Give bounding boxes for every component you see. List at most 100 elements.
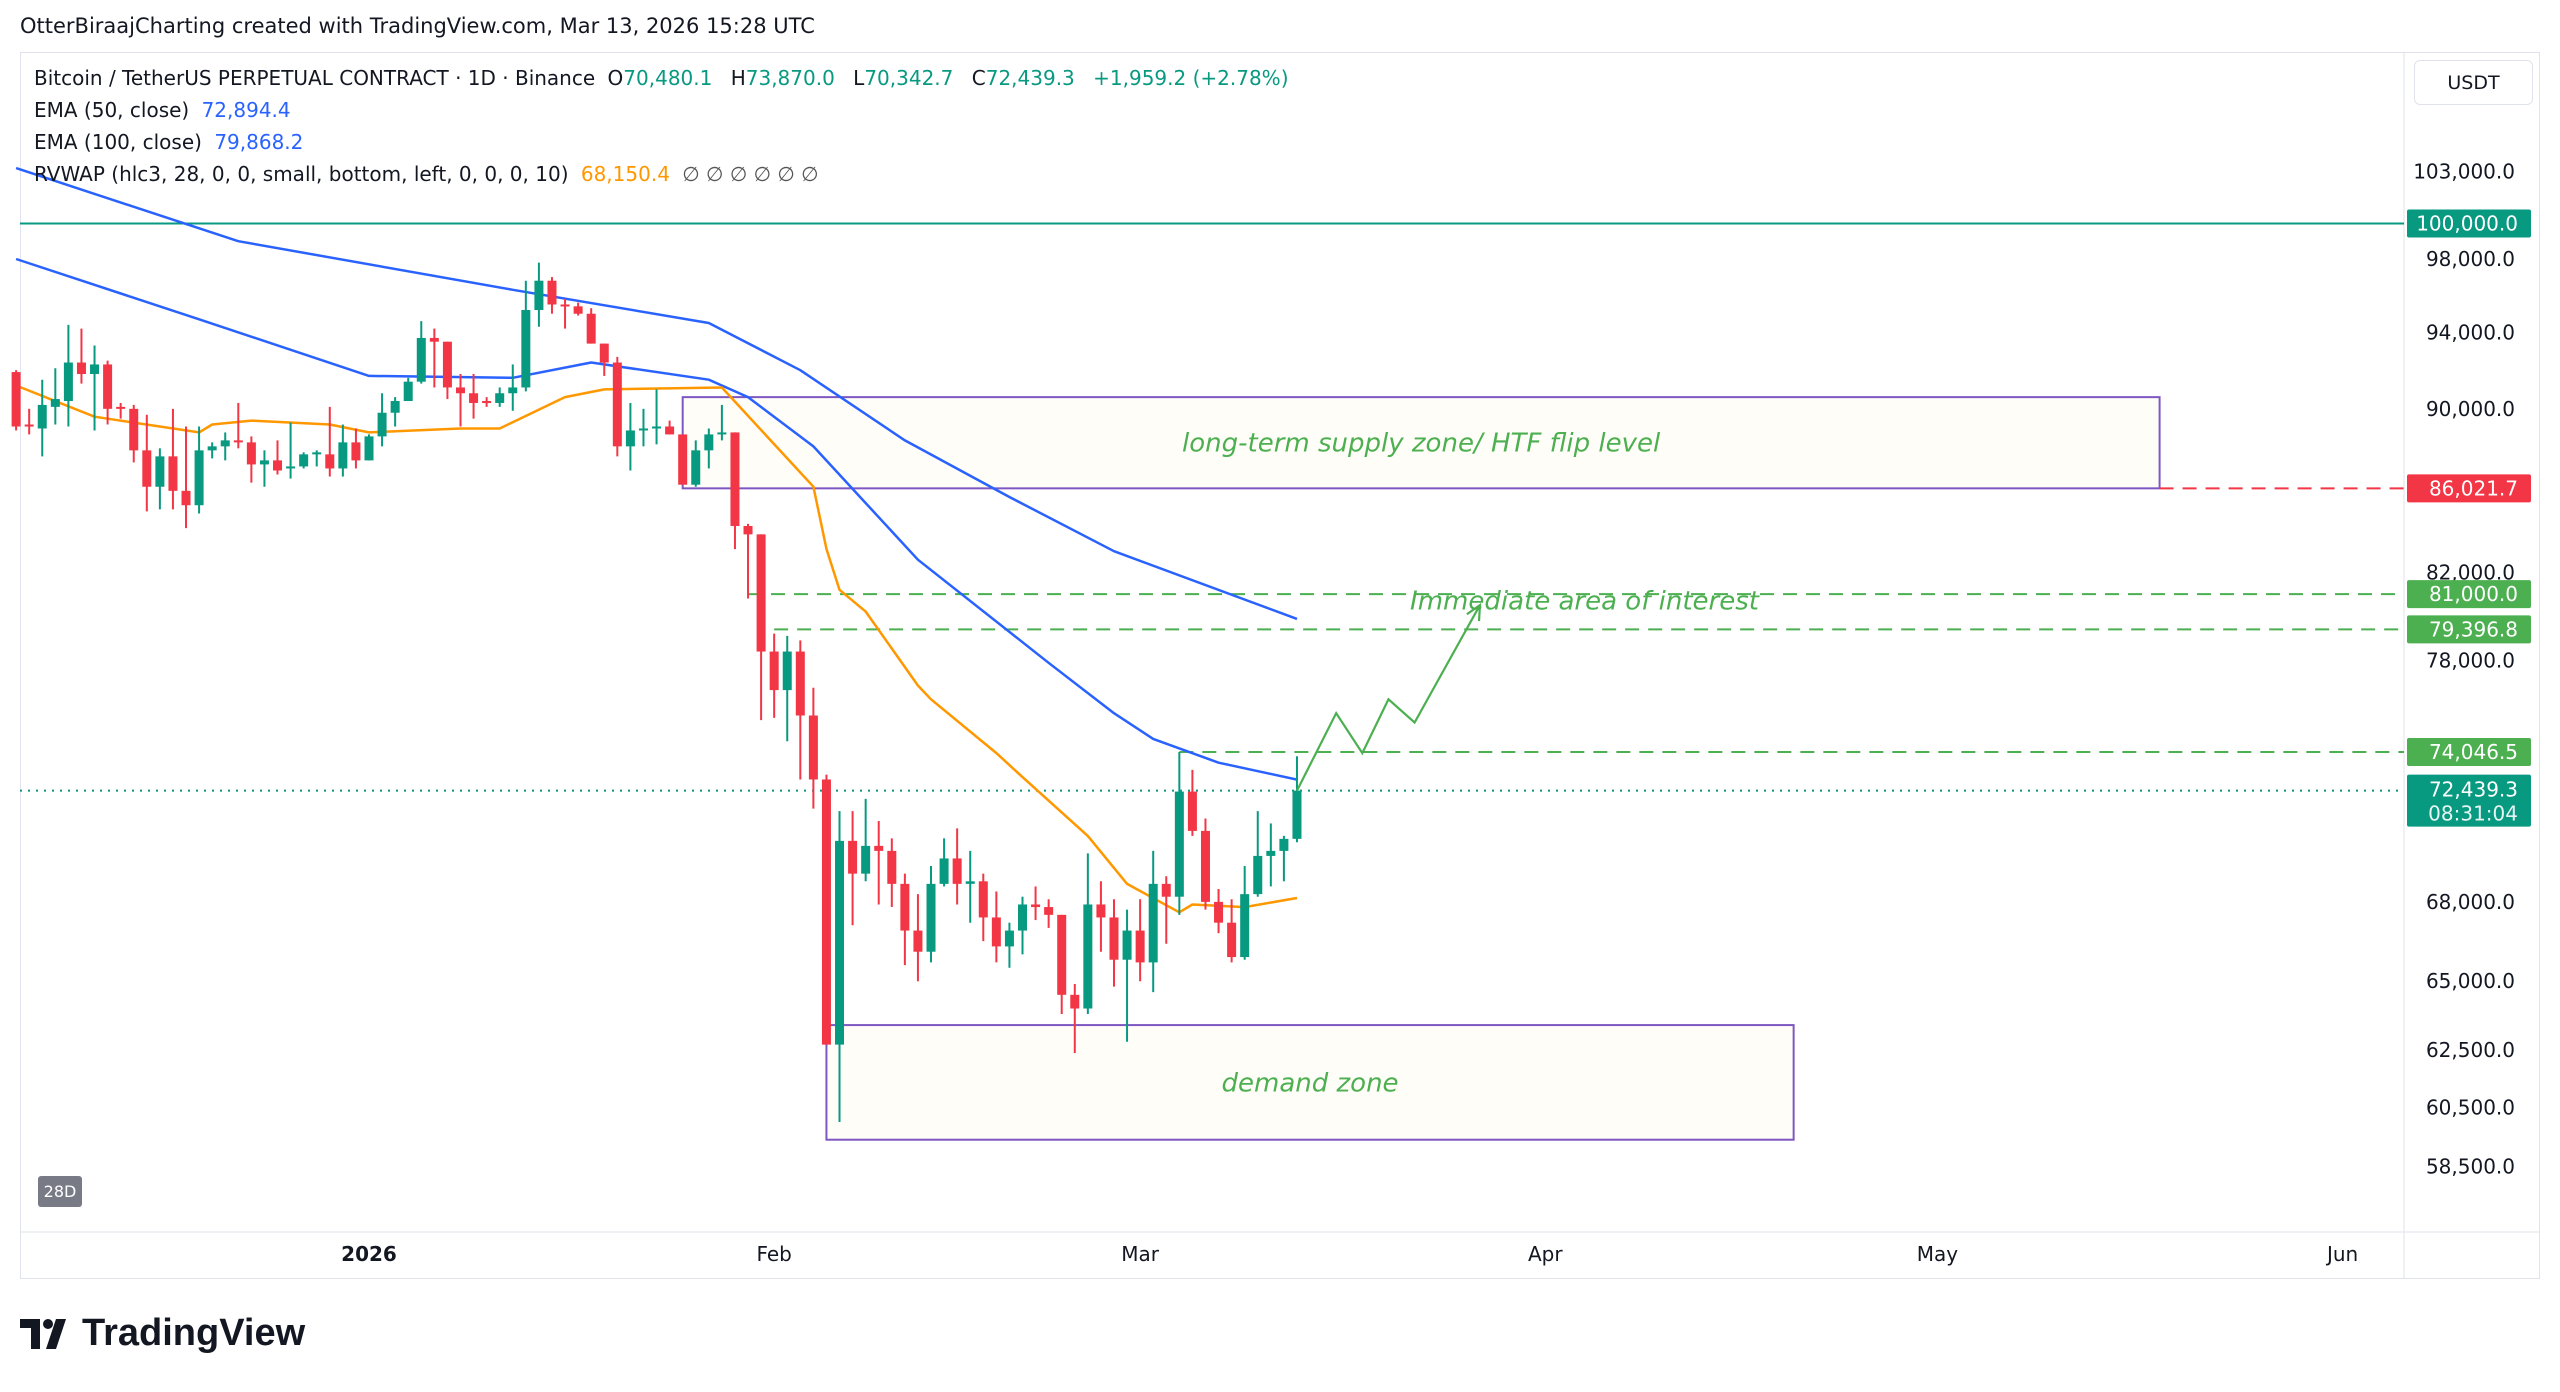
candle-down[interactable] [573,302,583,316]
candle-down[interactable] [1161,876,1171,944]
candle-down[interactable] [900,873,910,966]
candle-up[interactable] [259,450,269,487]
candle-up[interactable] [704,428,714,469]
candle-down[interactable] [665,420,675,435]
candle-down[interactable] [129,404,139,463]
candle-up[interactable] [652,389,662,445]
candle-up[interactable] [1122,909,1132,1042]
candle-down[interactable] [874,820,884,905]
candle-up[interactable] [390,397,400,427]
rvwap-line[interactable] [15,384,1298,914]
candle-down[interactable] [1109,899,1119,987]
candle-down[interactable] [1044,899,1054,928]
candle-up[interactable] [364,434,374,461]
candle-down[interactable] [273,440,283,475]
candle-up[interactable] [926,866,936,963]
candle-down[interactable] [442,341,452,400]
candle-up[interactable] [1018,896,1027,955]
candle-down[interactable] [246,436,256,483]
candle-up[interactable] [90,345,100,431]
projection-path[interactable] [1295,604,1481,792]
candle-down[interactable] [482,397,492,407]
candle-down[interactable] [1070,983,1080,1054]
candle-up[interactable] [416,321,426,384]
candle-up[interactable] [782,635,792,742]
candle-up[interactable] [534,262,544,327]
candle-down[interactable] [469,373,479,419]
candle-down[interactable] [1200,818,1210,910]
candle-up[interactable] [691,440,701,487]
candle-down[interactable] [1057,914,1067,1015]
tradingview-logo[interactable]: TradingView [20,1312,305,1355]
candle-down[interactable] [743,523,753,599]
candle-up[interactable] [312,450,322,467]
candle-down[interactable] [612,356,622,457]
candle-up[interactable] [495,387,505,407]
candle-up[interactable] [508,364,518,411]
candle-down[interactable] [848,811,858,926]
rvwap-legend[interactable]: RVWAP (hlc3, 28, 0, 0, small, bottom, le… [34,162,825,186]
candle-down[interactable] [756,534,766,721]
candle-down[interactable] [233,402,243,449]
candle-up[interactable] [835,811,845,1123]
candle-down[interactable] [599,343,609,376]
candle-up[interactable] [1004,922,1014,968]
candle-up[interactable] [207,442,217,459]
symbol-title[interactable]: Bitcoin / TetherUS PERPETUAL CONTRACT · … [34,66,596,90]
candle-down[interactable] [913,894,923,982]
candle-up[interactable] [220,432,230,461]
candle-down[interactable] [76,328,86,384]
candle-down[interactable] [887,838,897,908]
candle-down[interactable] [116,402,126,419]
candle-down[interactable] [678,434,688,485]
candle-down[interactable] [795,640,805,780]
candle-up[interactable] [625,402,635,471]
ema100-legend[interactable]: EMA (100, close) 79,868.2 [34,130,309,154]
candle-up[interactable] [1279,835,1289,882]
candle-up[interactable] [965,850,975,923]
candle-down[interactable] [168,408,178,510]
candle-down[interactable] [325,406,335,477]
currency-button[interactable]: USDT [2414,60,2533,105]
candle-down[interactable] [952,828,962,905]
candle-down[interactable] [103,360,113,425]
candle-up[interactable] [1083,853,1093,1015]
candle-up[interactable] [50,368,60,425]
candle-down[interactable] [1096,881,1106,952]
candle-up[interactable] [338,424,348,477]
candle-down[interactable] [351,428,361,469]
ema50-legend[interactable]: EMA (50, close) 72,894.4 [34,98,297,122]
candle-up[interactable] [521,280,531,392]
demand-zone[interactable] [825,1024,1795,1141]
candle-up[interactable] [63,324,73,427]
candle-up[interactable] [1266,823,1276,887]
candle-down[interactable] [142,414,152,512]
candle-up[interactable] [717,404,727,441]
candle-down[interactable] [11,370,21,431]
candle-down[interactable] [991,891,1001,963]
candle-up[interactable] [861,798,871,882]
candle-up[interactable] [1240,866,1250,960]
ema100-line[interactable] [15,166,1298,621]
candle-down[interactable] [1214,888,1224,934]
candle-down[interactable] [808,687,818,809]
candle-up[interactable] [939,838,949,887]
candle-up[interactable] [1148,850,1158,993]
candle-down[interactable] [1135,899,1145,982]
supply-zone[interactable] [681,396,2161,490]
candle-down[interactable] [1227,899,1237,963]
candle-down[interactable] [560,298,570,329]
candle-down[interactable] [429,328,439,388]
candle-down[interactable] [1031,886,1041,921]
range-badge[interactable]: 28D [38,1176,82,1207]
candle-up[interactable] [194,426,204,514]
candle-up[interactable] [155,448,165,510]
candle-up[interactable] [377,393,387,447]
candle-up[interactable] [299,452,309,469]
candle-down[interactable] [1187,769,1197,836]
candle-down[interactable] [978,873,988,942]
candle-down[interactable] [547,277,557,314]
candle-down[interactable] [181,426,191,529]
ema50-line[interactable] [15,257,1298,781]
